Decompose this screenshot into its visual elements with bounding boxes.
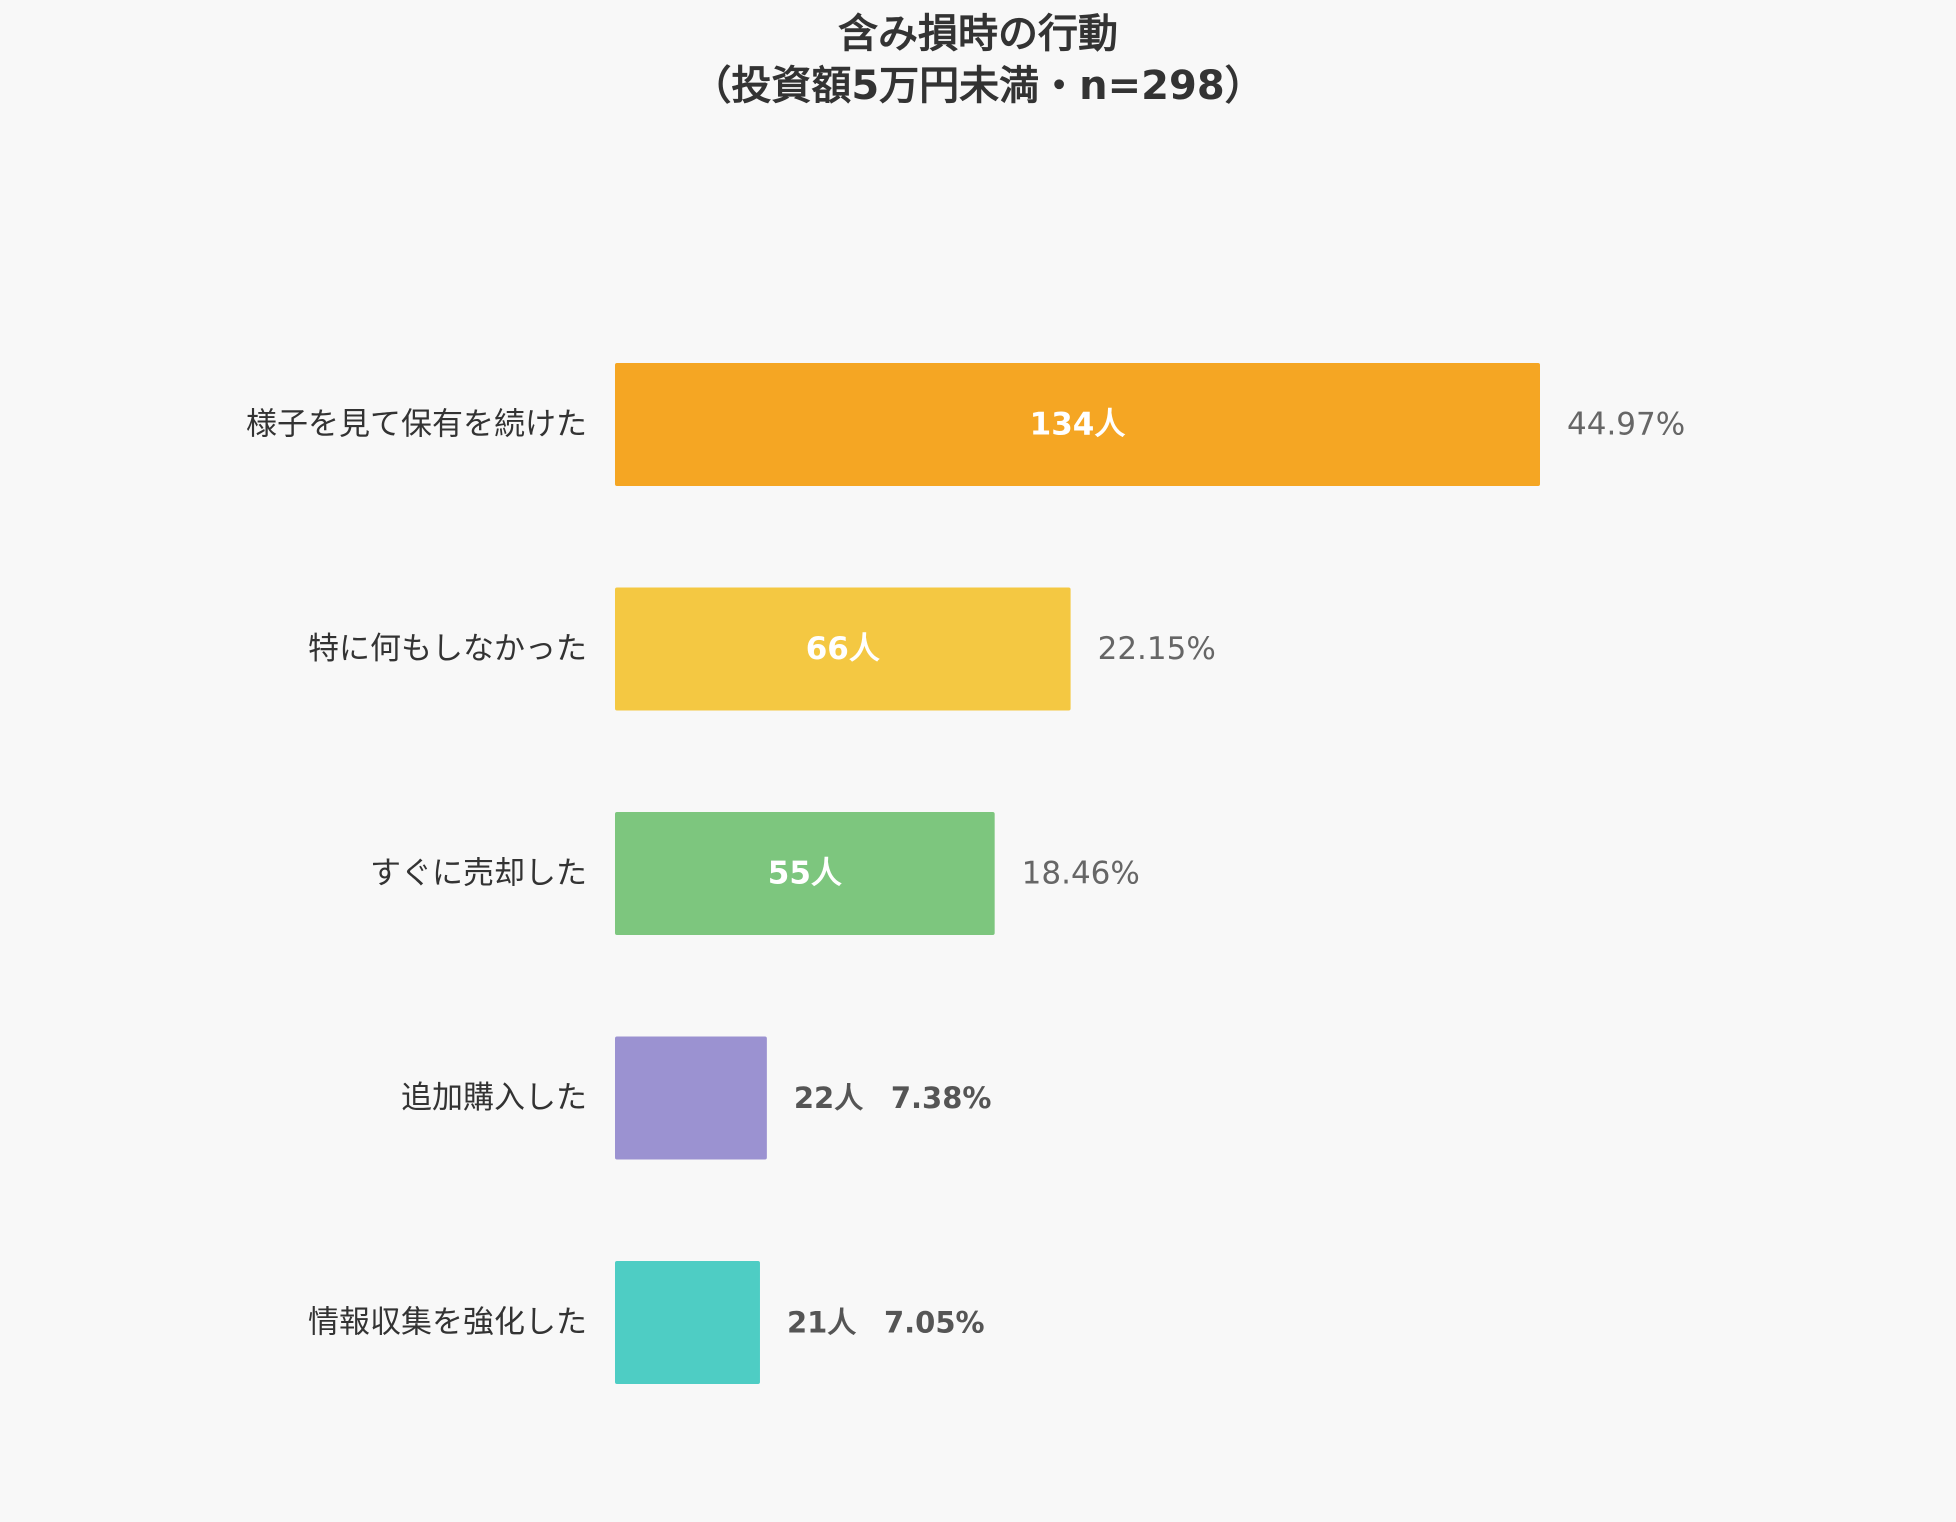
category-label: 様子を見て保有を続けた: [246, 407, 587, 443]
category-label: 追加購入した: [401, 1080, 587, 1116]
percent-label: 44.97%: [1567, 407, 1685, 443]
value-label: 21人: [787, 1306, 856, 1340]
bar: [615, 587, 1071, 711]
chart-subtitle: （投資額5万円未満・n=298）: [691, 63, 1265, 109]
value-label: 66人: [806, 631, 880, 667]
value-label: 134人: [1030, 407, 1126, 443]
bar: [615, 1036, 767, 1160]
percent-label: 18.46%: [1022, 856, 1140, 892]
value-label: 22人: [794, 1081, 863, 1115]
category-label: 特に何もしなかった: [308, 631, 587, 667]
value-label: 55人: [768, 856, 842, 892]
bar: [615, 1261, 760, 1384]
category-label: 情報収集を強化した: [308, 1305, 587, 1341]
percent-label: 7.38%: [891, 1081, 992, 1115]
percent-label: 7.05%: [884, 1306, 985, 1340]
bar: [615, 812, 995, 935]
bar: [615, 363, 1540, 486]
chart-title: 含み損時の行動: [838, 11, 1118, 57]
category-label: すぐに売却した: [370, 856, 587, 892]
percent-label: 22.15%: [1098, 631, 1216, 667]
